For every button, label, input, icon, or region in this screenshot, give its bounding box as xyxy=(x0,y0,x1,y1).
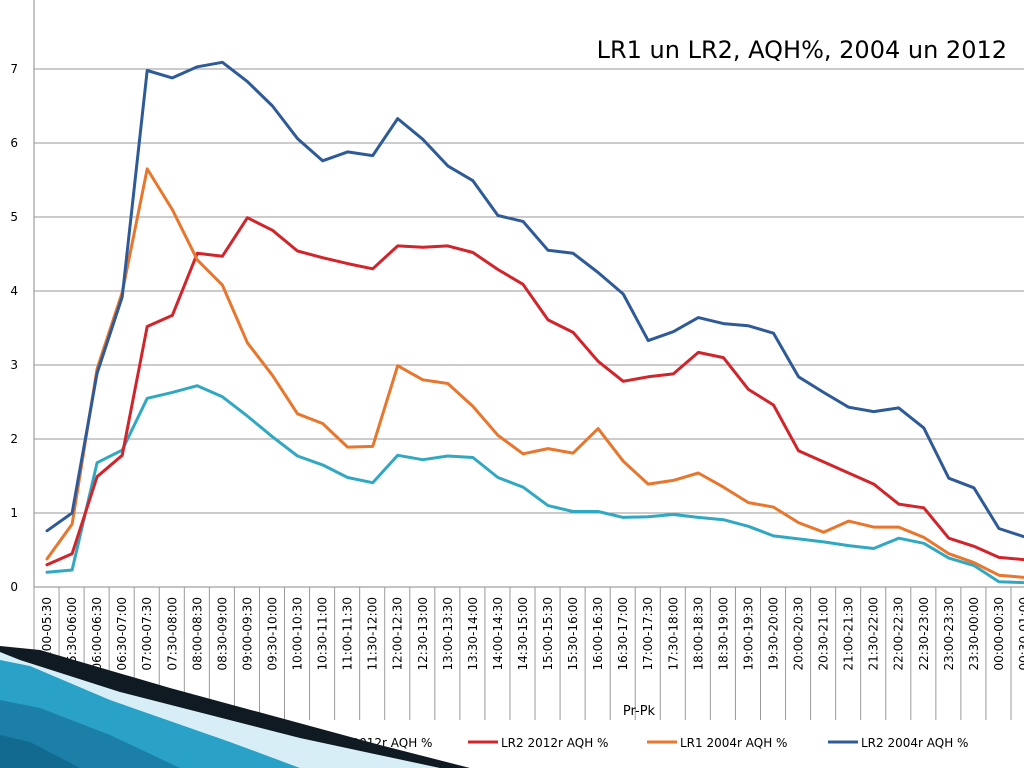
x-tick-label: 23:00-23:30 xyxy=(942,597,956,671)
x-tick-label: 00:30-01:00 xyxy=(1017,597,1024,671)
x-tick-label: 00:00-00:30 xyxy=(992,597,1006,671)
x-tick-label: 12:00-12:30 xyxy=(391,597,405,671)
y-tick-label: 2 xyxy=(10,432,18,446)
x-tick-label: 15:30-16:00 xyxy=(566,597,580,671)
x-axis-ticks: 05:00-05:30 05:30-06:00 06:00-06:30 06:30-0… xyxy=(40,597,1024,671)
x-tick-label: 22:00-22:30 xyxy=(892,597,906,671)
y-tick-label: 0 xyxy=(10,580,18,594)
legend-label: LR2 2004r AQH % xyxy=(861,736,968,750)
series-line-1 xyxy=(45,384,1024,585)
x-tick-label: 12:30-13:00 xyxy=(416,597,430,671)
x-tick-label: 11:00-11:30 xyxy=(341,597,355,671)
legend: LR1 2012r AQH % LR2 2012r AQH % LR1 2004r … xyxy=(292,736,968,750)
x-tick-label: 16:00-16:30 xyxy=(591,597,605,671)
x-tick-label: 06:30-07:00 xyxy=(115,597,129,671)
x-tick-label: 22:30-23:00 xyxy=(917,597,931,671)
x-tick-label: 21:30-22:00 xyxy=(867,597,881,671)
x-tick-label: 08:30-09:00 xyxy=(215,597,229,671)
x-tick-label: 10:00-10:30 xyxy=(291,597,305,671)
x-tick-label: 20:00-20:30 xyxy=(792,597,806,671)
x-tick-label: 17:30-18:00 xyxy=(666,597,680,671)
chart-title: LR1 un LR2, AQH%, 2004 un 2012 xyxy=(597,36,1007,64)
y-tick-label: 3 xyxy=(10,358,18,372)
y-tick-label: 1 xyxy=(10,506,18,520)
series-line-4 xyxy=(45,60,1024,539)
x-tick-label: 05:30-06:00 xyxy=(65,597,79,671)
x-tick-label: 21:00-21:30 xyxy=(842,597,856,671)
x-tick-label: 20:30-21:00 xyxy=(817,597,831,671)
y-tick-label: 4 xyxy=(10,284,18,298)
x-tick-label: 07:30-08:00 xyxy=(165,597,179,671)
x-tick-label: 08:00-08:30 xyxy=(190,597,204,671)
x-tick-label: 18:00-18:30 xyxy=(691,597,705,671)
series-line-2 xyxy=(45,216,1024,567)
x-tick-label: 13:00-13:30 xyxy=(441,597,455,671)
legend-label: LR2 2012r AQH % xyxy=(501,736,608,750)
y-tick-label: 5 xyxy=(10,210,18,224)
y-tick-label: 6 xyxy=(10,136,18,150)
x-tick-label: 19:00-19:30 xyxy=(741,597,755,671)
series-line-3 xyxy=(45,167,1024,579)
legend-label: LR1 2004r AQH % xyxy=(680,736,787,750)
x-tick-label: 09:30-10:00 xyxy=(265,597,279,671)
x-tick-label: 07:00-07:30 xyxy=(140,597,154,671)
x-axis-label: Pr-Pk xyxy=(623,704,656,719)
y-tick-label: 7 xyxy=(10,62,18,76)
x-tick-label: 14:00-14:30 xyxy=(491,597,505,671)
series-lines xyxy=(45,60,1024,585)
x-tick-label: 19:30-20:00 xyxy=(766,597,780,671)
x-tick-label: 09:00-09:30 xyxy=(240,597,254,671)
x-tick-label: 16:30-17:00 xyxy=(616,597,630,671)
x-tick-label: 11:30-12:00 xyxy=(366,597,380,671)
x-tick-label: 14:30-15:00 xyxy=(516,597,530,671)
x-tick-label: 18:30-19:00 xyxy=(716,597,730,671)
x-tick-label: 17:00-17:30 xyxy=(641,597,655,671)
x-tick-label: 13:30-14:00 xyxy=(466,597,480,671)
y-axis-ticks: 0 1 2 3 4 5 6 7 xyxy=(10,62,18,594)
x-tick-label: 06:00-06:30 xyxy=(90,597,104,671)
slide-decoration xyxy=(0,646,470,768)
x-tick-label: 10:30-11:00 xyxy=(316,597,330,671)
x-tick-label: 23:30-00:00 xyxy=(967,597,981,671)
x-tick-label: 15:00-15:30 xyxy=(541,597,555,671)
